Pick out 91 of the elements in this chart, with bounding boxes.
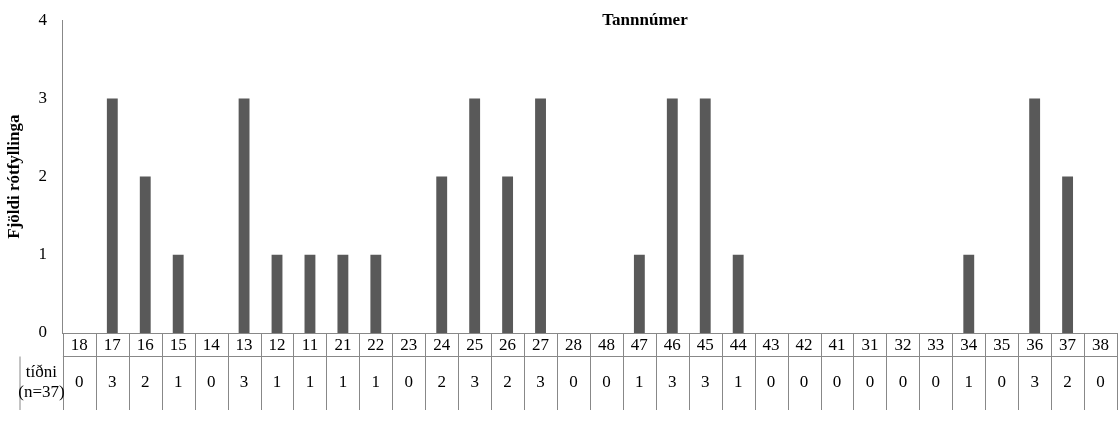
bar xyxy=(1062,176,1074,333)
bar xyxy=(139,176,151,333)
data-label: 1 xyxy=(173,372,183,392)
bar xyxy=(370,254,382,333)
x-tick-label: 33 xyxy=(927,334,945,354)
x-tick-label: 26 xyxy=(499,334,517,354)
y-axis-title: Fjöldi rótfyllinga xyxy=(3,114,23,239)
x-tick-label: 17 xyxy=(103,334,122,354)
data-label: 0 xyxy=(865,372,875,392)
bar xyxy=(535,98,546,333)
data-label: 2 xyxy=(437,372,446,392)
x-tick-label: 18 xyxy=(70,334,88,354)
x-tick-label: 48 xyxy=(597,334,615,354)
data-label: 2 xyxy=(1063,372,1072,392)
x-tick-label: 25 xyxy=(466,334,484,354)
data-label: 0 xyxy=(832,372,842,392)
data-label: 0 xyxy=(602,372,611,392)
x-tick-label: 22 xyxy=(367,334,385,354)
chart-title: Tannnúmer xyxy=(602,9,689,29)
y-tick-label: 4 xyxy=(38,9,48,29)
data-label: 1 xyxy=(964,372,974,392)
data-label: 0 xyxy=(569,372,578,392)
bar xyxy=(469,98,481,333)
x-tick-label: 36 xyxy=(1026,334,1044,354)
y-tick-label: 2 xyxy=(38,166,47,186)
x-tick-label: 14 xyxy=(202,334,221,354)
data-label: 0 xyxy=(1096,372,1105,392)
data-label: 1 xyxy=(338,372,348,392)
data-label: 2 xyxy=(503,372,512,392)
x-tick-label: 21 xyxy=(334,334,352,354)
x-tick-label: 27 xyxy=(532,334,550,354)
data-label: 1 xyxy=(635,372,644,392)
x-tick-label: 24 xyxy=(433,334,451,354)
bar xyxy=(963,254,975,333)
data-label: 3 xyxy=(536,372,545,392)
data-label: 0 xyxy=(997,372,1006,392)
data-label: 2 xyxy=(141,372,150,392)
bar xyxy=(271,254,283,333)
x-tick-label: 28 xyxy=(564,334,582,354)
bar xyxy=(699,98,711,333)
y-tick-label: 3 xyxy=(38,87,47,107)
x-tick-label: 12 xyxy=(268,334,286,354)
x-tick-label: 11 xyxy=(301,334,319,354)
x-tick-label: 41 xyxy=(828,334,846,354)
x-tick-label: 43 xyxy=(762,334,780,354)
x-tick-label: 23 xyxy=(400,334,418,354)
data-label: 0 xyxy=(75,372,84,392)
x-tick-label: 47 xyxy=(630,334,649,354)
data-label: 3 xyxy=(108,372,117,392)
data-label: 1 xyxy=(272,372,282,392)
x-tick-label: 37 xyxy=(1059,334,1077,354)
x-tick-label: 38 xyxy=(1092,334,1110,354)
data-label: 1 xyxy=(733,372,743,392)
bar xyxy=(106,98,118,333)
bar xyxy=(436,176,448,333)
data-label: 0 xyxy=(404,372,414,392)
x-tick-label: 13 xyxy=(235,334,253,354)
data-label: 0 xyxy=(206,372,216,392)
x-tick-label: 15 xyxy=(169,334,187,354)
text: tíðni (n=37) xyxy=(18,362,65,402)
data-label: 0 xyxy=(898,372,908,392)
data-label: 3 xyxy=(1030,372,1039,392)
x-tick-label: 45 xyxy=(696,334,714,354)
data-label: 3 xyxy=(239,372,249,392)
x-tick-label: 35 xyxy=(993,334,1011,354)
data-label: 3 xyxy=(700,372,710,392)
data-label: 1 xyxy=(371,372,381,392)
bar xyxy=(304,254,316,333)
x-tick-label: 32 xyxy=(894,334,912,354)
data-label: 3 xyxy=(470,372,479,392)
y-tick-label: 1 xyxy=(38,244,47,264)
x-tick-label: 42 xyxy=(795,334,813,354)
x-tick-label: 46 xyxy=(663,334,681,354)
bar xyxy=(337,254,349,333)
y-tick-label: 0 xyxy=(38,322,47,342)
bar xyxy=(1029,98,1041,333)
data-label: 1 xyxy=(305,372,315,392)
x-tick-label: 44 xyxy=(729,334,748,354)
data-label: 0 xyxy=(766,372,776,392)
bar xyxy=(172,254,184,333)
bar xyxy=(633,254,645,333)
x-tick-label: 34 xyxy=(960,334,978,354)
x-tick-label: 31 xyxy=(861,334,879,354)
bar xyxy=(666,98,678,333)
x-tick-label: 16 xyxy=(136,334,154,354)
data-label: 3 xyxy=(668,372,677,392)
bar xyxy=(732,254,744,333)
data-label: 0 xyxy=(799,372,809,392)
data-label: 0 xyxy=(931,372,941,392)
bar xyxy=(502,176,514,333)
bar xyxy=(238,98,250,333)
